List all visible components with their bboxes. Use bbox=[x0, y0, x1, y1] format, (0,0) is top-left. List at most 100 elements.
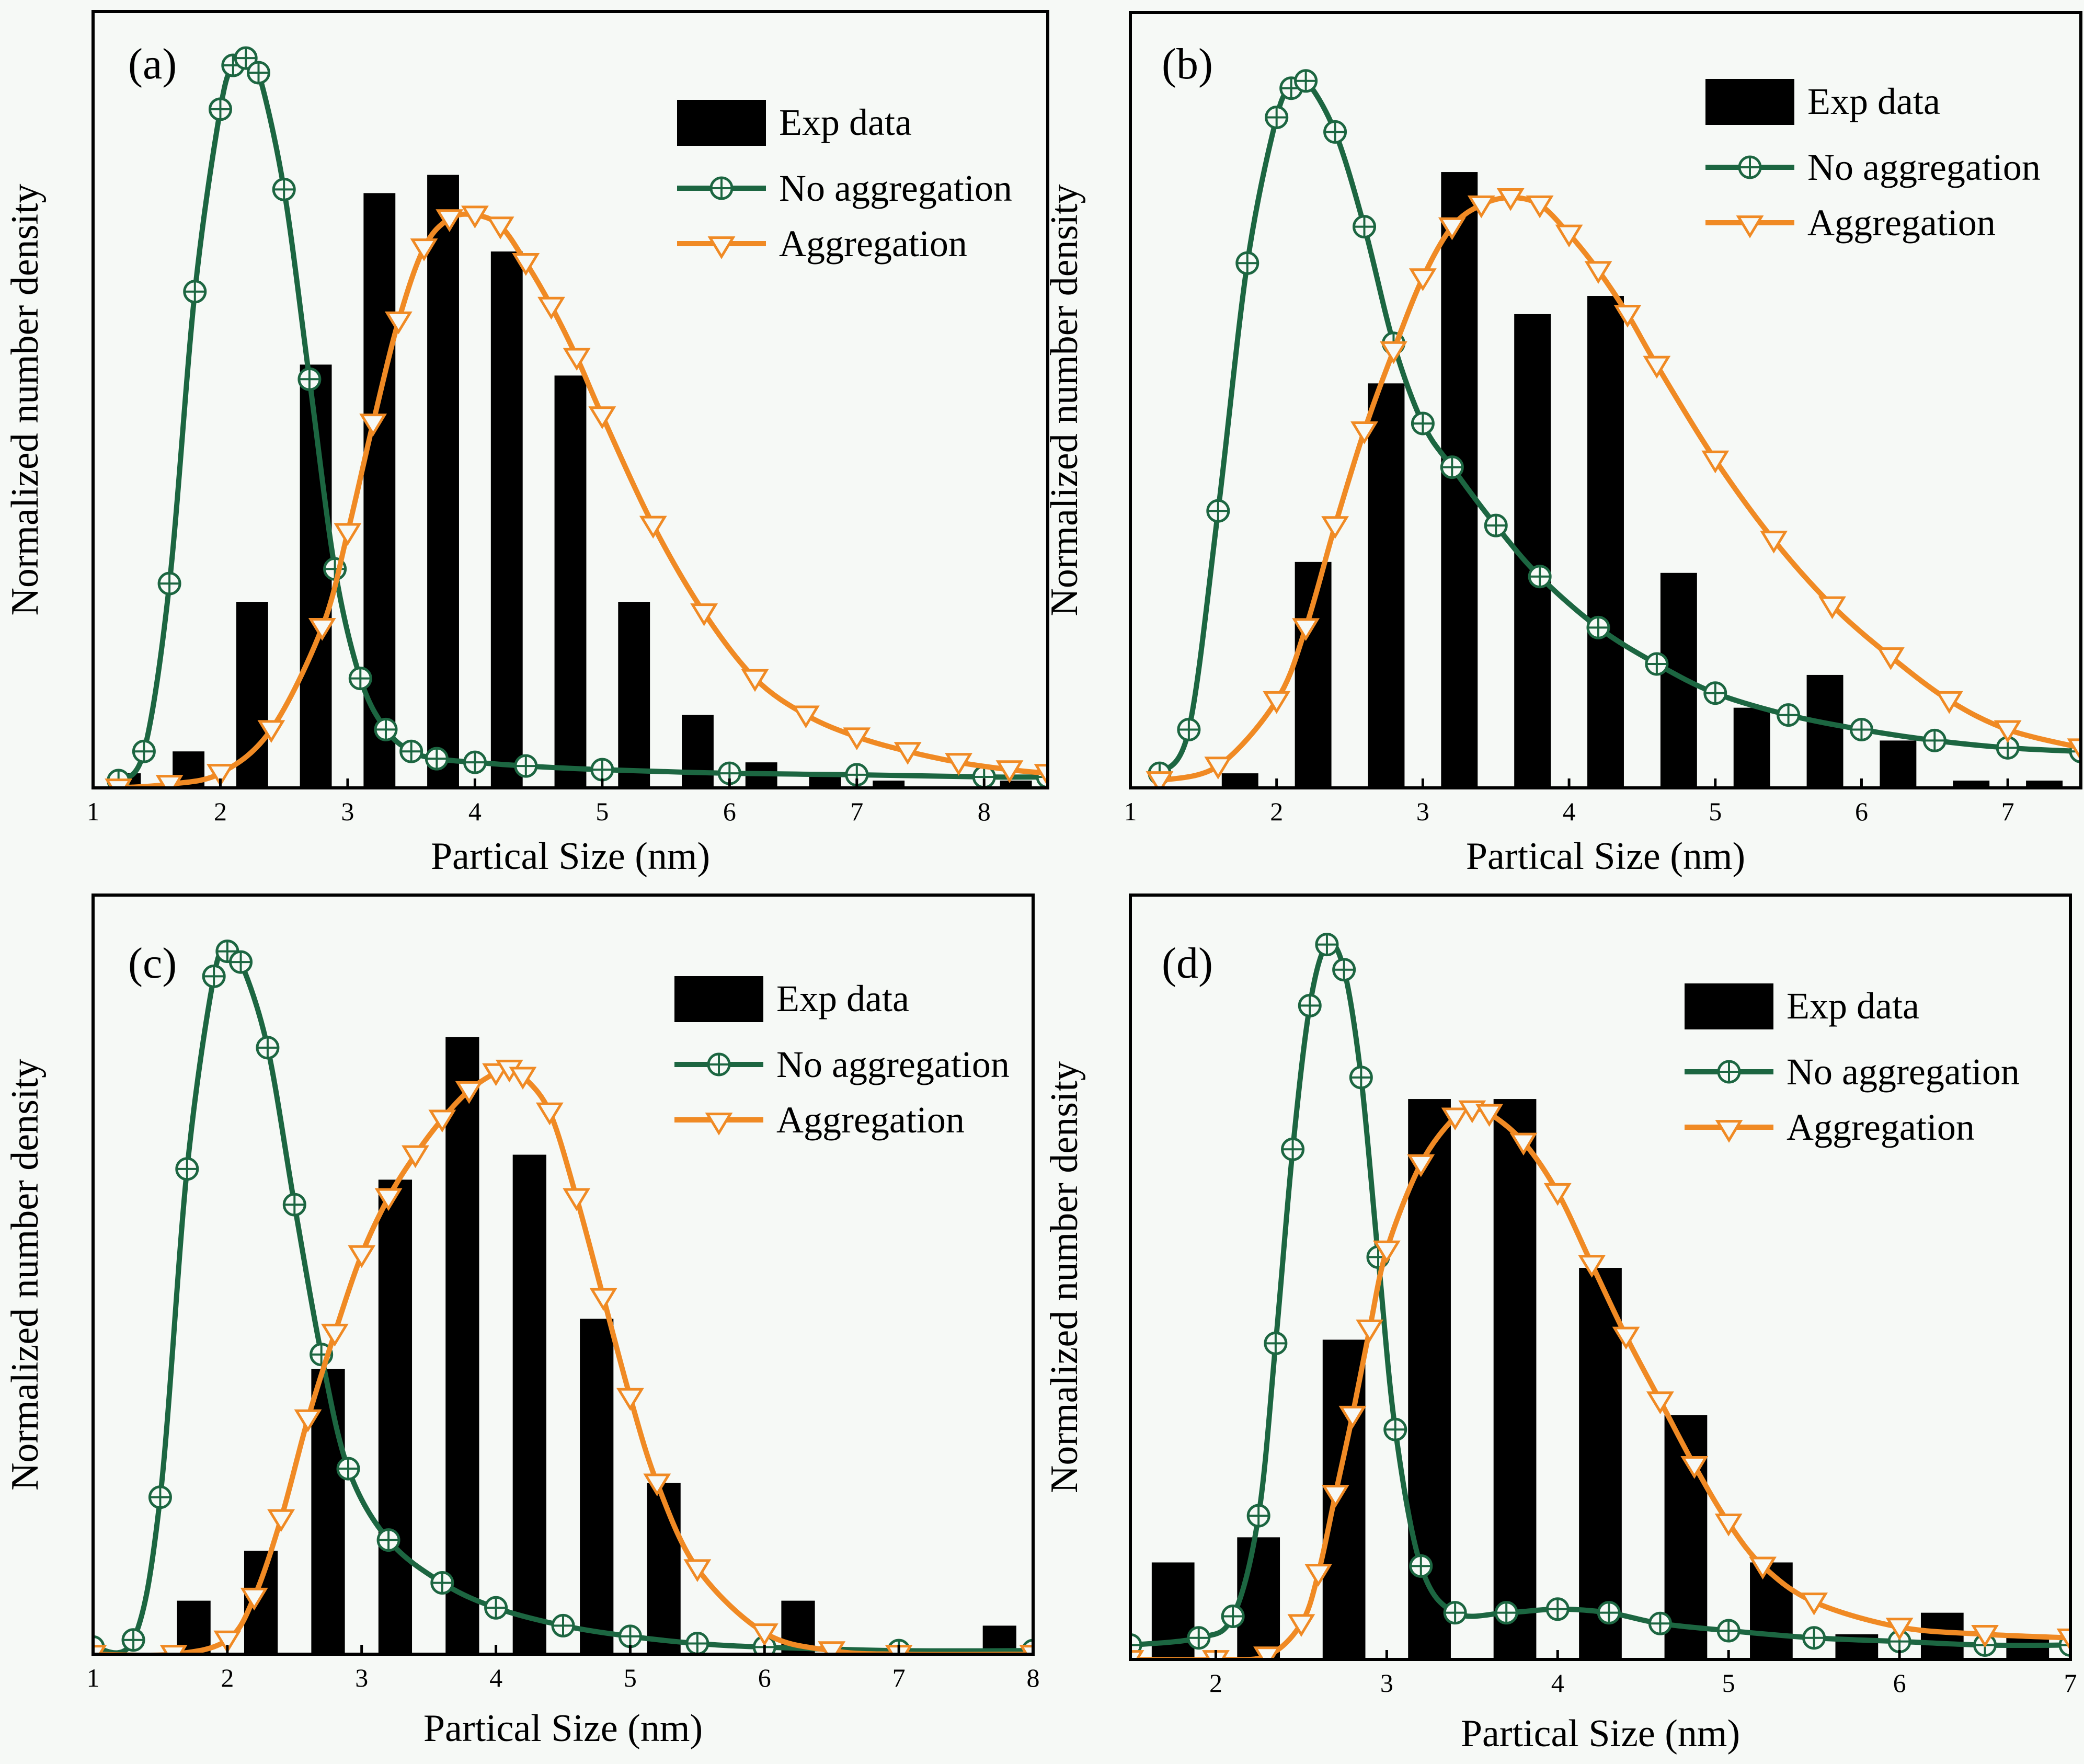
legend: Exp data No aggregation Aggregation bbox=[677, 100, 1012, 265]
legend-no-aggregation-label: No aggregation bbox=[1787, 1051, 2020, 1093]
no-aggregation-marker bbox=[247, 61, 271, 85]
aggregation-marker bbox=[537, 296, 565, 320]
no-aggregation-marker bbox=[1323, 120, 1347, 144]
aggregation-marker bbox=[589, 1288, 617, 1311]
aggregation-marker bbox=[1130, 1650, 1144, 1659]
aggregation-marker bbox=[267, 1509, 295, 1532]
aggregation-marker bbox=[1253, 1646, 1281, 1659]
aggregation-marker bbox=[683, 1559, 712, 1582]
aggregation-marker bbox=[1526, 195, 1554, 219]
aggregation-marker bbox=[294, 1409, 322, 1433]
exp-data-bar bbox=[554, 375, 587, 788]
plot-frame bbox=[1129, 894, 2072, 1661]
aggregation-marker bbox=[1338, 1405, 1367, 1429]
x-tick-label: 2 bbox=[1270, 797, 1283, 826]
legend-no-aggregation-marker bbox=[709, 176, 734, 200]
aggregation-marker bbox=[1994, 720, 2022, 743]
no-aggregation-marker bbox=[1235, 251, 1259, 275]
y-axis-title: Normalized number density bbox=[4, 184, 47, 615]
no-aggregation-marker bbox=[1315, 933, 1339, 957]
aggregation-marker bbox=[563, 348, 591, 371]
exp-data-bar bbox=[1664, 1415, 1708, 1659]
no-aggregation-marker bbox=[1281, 1137, 1305, 1161]
aggregation-marker bbox=[639, 516, 667, 539]
legend-exp-data-swatch bbox=[674, 976, 763, 1022]
legend: Exp data No aggregation Aggregation bbox=[1685, 983, 2020, 1148]
exp-data-bar bbox=[1750, 1562, 1793, 1659]
no-aggregation-marker bbox=[121, 1628, 145, 1652]
legend-exp-data-label: Exp data bbox=[776, 978, 909, 1020]
legend-exp-data-label: Exp data bbox=[1787, 985, 1919, 1027]
x-tick-label: 8 bbox=[1027, 1663, 1040, 1692]
x-tick-label: 1 bbox=[87, 1663, 100, 1692]
aggregation-marker bbox=[93, 1645, 107, 1654]
aggregation-marker bbox=[436, 209, 464, 232]
no-aggregation-marker bbox=[1206, 499, 1230, 523]
aggregation-marker bbox=[1680, 1456, 1709, 1479]
legend-aggregation-marker bbox=[1715, 1120, 1743, 1143]
no-aggregation-marker bbox=[376, 1528, 400, 1552]
aggregation-marker bbox=[512, 253, 540, 276]
aggregation-marker bbox=[643, 1473, 671, 1497]
no-aggregation-marker bbox=[425, 747, 449, 771]
aggregation-marker bbox=[535, 1102, 564, 1126]
no-aggregation-marker bbox=[463, 750, 487, 774]
aggregation-marker bbox=[428, 1109, 456, 1133]
exp-data-bar bbox=[618, 602, 650, 788]
x-tick-label: 3 bbox=[1416, 797, 1429, 826]
no-aggregation-marker bbox=[618, 1624, 642, 1648]
exp-data-bar bbox=[236, 602, 268, 788]
legend-aggregation-label: Aggregation bbox=[1807, 202, 1996, 244]
aggregation-marker bbox=[1146, 771, 1174, 788]
aggregation-marker bbox=[213, 1630, 242, 1654]
no-aggregation-marker bbox=[175, 1157, 199, 1181]
legend-exp-data-label: Exp data bbox=[1807, 81, 1940, 122]
no-aggregation-marker bbox=[183, 280, 207, 304]
no-aggregation-marker bbox=[1353, 215, 1377, 239]
no-aggregation-marker bbox=[1221, 1605, 1245, 1629]
no-aggregation-marker bbox=[1777, 703, 1801, 727]
exp-data-bar bbox=[1579, 1268, 1622, 1659]
x-tick-label: 2 bbox=[1209, 1668, 1222, 1698]
no-aggregation-marker bbox=[1383, 1417, 1407, 1441]
aggregation-marker bbox=[105, 778, 133, 788]
panel-label: (b) bbox=[1162, 40, 1213, 88]
aggregation-marker bbox=[1356, 1319, 1384, 1343]
no-aggregation-marker bbox=[1187, 1626, 1211, 1650]
no-aggregation-marker bbox=[132, 739, 156, 763]
x-tick-label: 1 bbox=[87, 797, 100, 826]
aggregation-marker bbox=[1292, 618, 1320, 642]
aggregation-marker bbox=[257, 720, 285, 743]
aggregation-marker bbox=[334, 523, 362, 546]
aggregation-marker bbox=[818, 1641, 846, 1654]
aggregation-marker bbox=[348, 1245, 376, 1268]
no-aggregation-marker bbox=[399, 739, 423, 763]
aggregation-marker bbox=[1441, 1107, 1469, 1131]
no-aggregation-marker bbox=[1177, 717, 1201, 741]
x-tick-label: 1 bbox=[1124, 797, 1137, 826]
panel-label: (c) bbox=[128, 939, 177, 988]
no-aggregation-marker bbox=[1349, 1066, 1373, 1090]
x-tick-label: 7 bbox=[2001, 797, 2014, 826]
x-tick-label: 3 bbox=[355, 1663, 368, 1692]
no-aggregation-marker bbox=[282, 1193, 306, 1217]
aggregation-marker bbox=[616, 1388, 644, 1411]
aggregation-series bbox=[93, 1059, 1033, 1654]
exp-data-bar bbox=[512, 1154, 546, 1654]
aggregation-marker bbox=[843, 727, 871, 751]
aggregation-marker bbox=[1475, 1104, 1503, 1127]
exp-data-bar bbox=[427, 175, 459, 788]
aggregation-marker bbox=[1287, 1614, 1315, 1637]
aggregation-marker bbox=[1701, 450, 1730, 474]
aggregation-marker bbox=[1372, 1240, 1401, 1264]
x-axis-title: Partical Size (nm) bbox=[431, 835, 710, 878]
aggregation-marker bbox=[455, 1081, 483, 1104]
aggregation-marker bbox=[155, 775, 184, 788]
no-aggregation-marker bbox=[1586, 615, 1610, 639]
no-aggregation-marker bbox=[1440, 455, 1464, 479]
aggregation-series bbox=[1146, 188, 2081, 788]
no-aggregation-marker bbox=[374, 717, 398, 741]
no-aggregation-marker bbox=[1648, 1611, 1672, 1635]
aggregation-marker bbox=[1971, 1625, 1999, 1648]
aggregation-marker bbox=[945, 753, 973, 776]
